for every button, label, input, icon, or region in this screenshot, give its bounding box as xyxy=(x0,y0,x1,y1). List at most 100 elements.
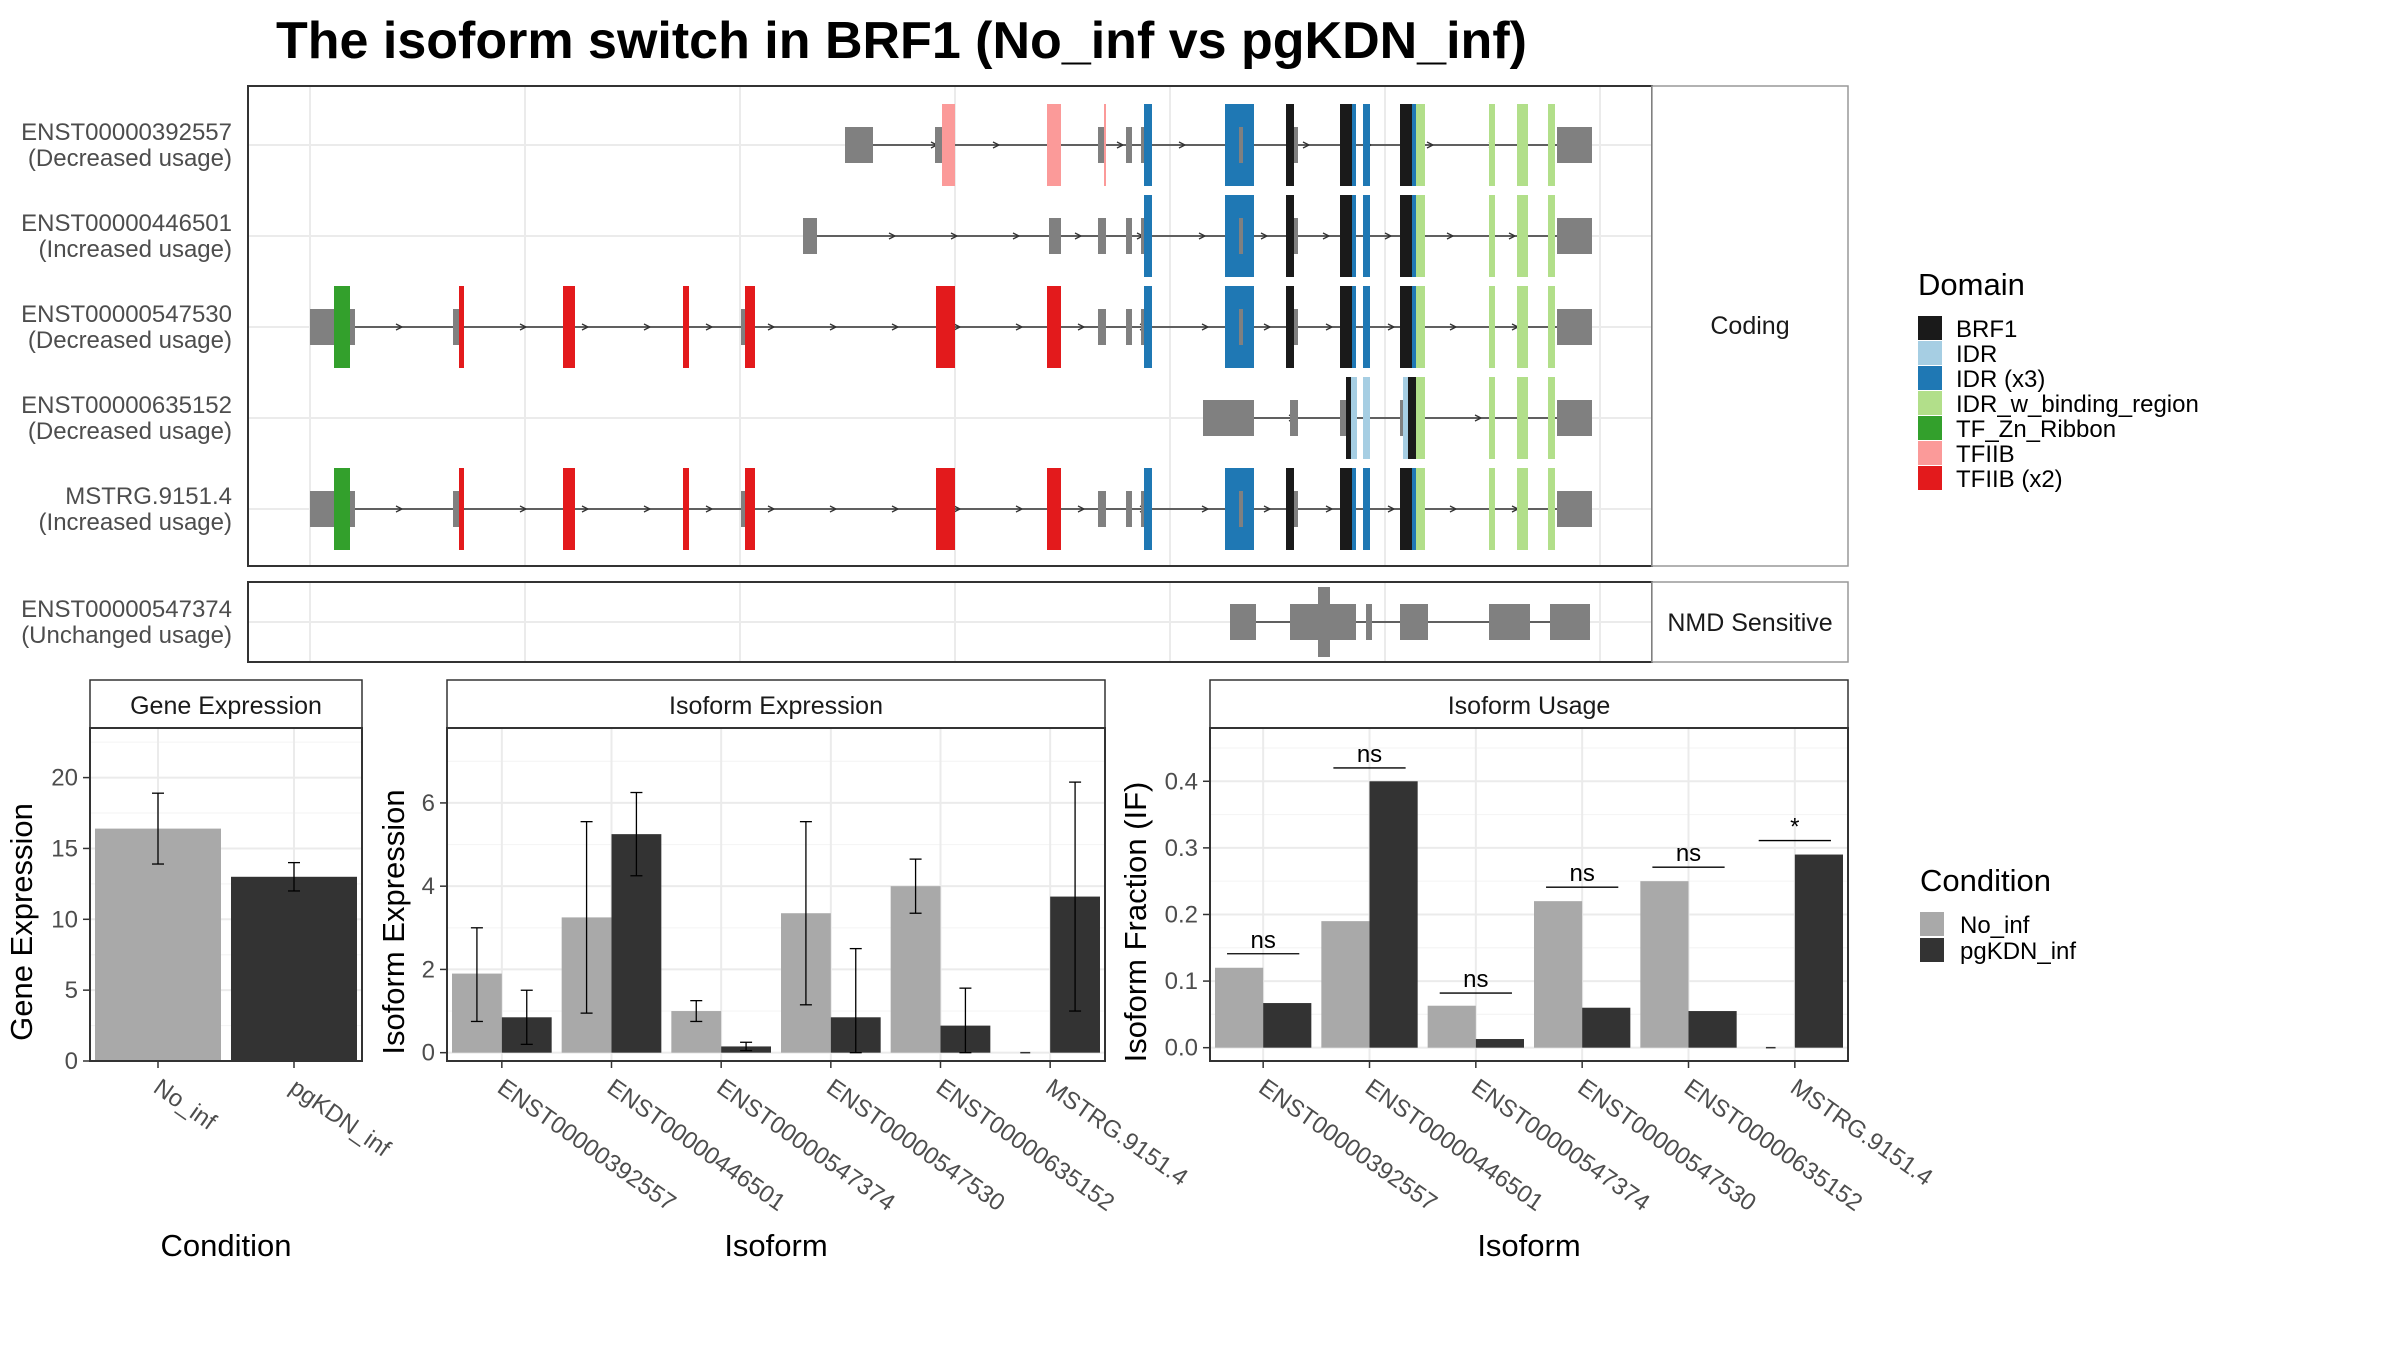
domain-exon xyxy=(1144,286,1152,368)
strand-arrow xyxy=(705,505,714,513)
domain-exon xyxy=(1286,286,1294,368)
y-tick-label: 5 xyxy=(65,977,78,1004)
x-tick-label: ENST00000547530 xyxy=(1573,1074,1761,1217)
y-tick-label: 4 xyxy=(422,873,435,900)
y-tick-label: 20 xyxy=(51,765,78,792)
bar xyxy=(1369,781,1418,1048)
domain-exon xyxy=(1416,377,1425,459)
domain-exon xyxy=(1489,286,1495,368)
strand-arrow xyxy=(953,505,962,513)
domain-exon xyxy=(1346,377,1351,459)
significance-label: ns xyxy=(1569,860,1594,887)
isoform-expression-strip xyxy=(446,679,1106,729)
condition-legend-key xyxy=(1920,912,1944,936)
utr-exon xyxy=(310,491,334,527)
plot-frame xyxy=(1209,727,1849,1062)
domain-exon xyxy=(1403,377,1408,459)
strand-arrow xyxy=(1201,323,1210,331)
domain-exon xyxy=(1363,468,1370,550)
domain-exon xyxy=(334,286,350,368)
x-tick-label: ENST00000392557 xyxy=(1254,1074,1442,1217)
utr-exon xyxy=(1340,400,1346,436)
utr-exon xyxy=(1294,309,1298,345)
strand-arrow xyxy=(1178,141,1187,149)
x-tick-label: ENST00000635152 xyxy=(1679,1074,1867,1217)
gene-expression-chart-title: Gene Expression xyxy=(130,692,322,720)
isoform-expression-chart: Isoform Expression Isoform Expression Is… xyxy=(376,679,1193,1263)
strand-arrow xyxy=(1263,323,1272,331)
transcript-label-392557: ENST00000392557 xyxy=(21,119,232,146)
domain-exon xyxy=(1340,286,1352,368)
domain-exon xyxy=(1250,468,1254,550)
x-tick-label: ENST00000635152 xyxy=(931,1074,1119,1217)
domain-exon xyxy=(334,468,350,550)
strand-arrow xyxy=(1263,505,1272,513)
gene-expression-xlabel: Condition xyxy=(161,1228,292,1263)
transcript-structure-row xyxy=(845,104,1592,186)
transcript-label-635152: ENST00000635152 xyxy=(21,392,232,419)
strand-arrow xyxy=(1260,232,1269,240)
domain-legend-label: IDR xyxy=(1956,341,1997,368)
strand-arrow xyxy=(1387,505,1396,513)
domain-exon xyxy=(1286,195,1294,277)
utr-exon xyxy=(1294,491,1298,527)
significance-label: ns xyxy=(1250,927,1275,954)
strand-arrow xyxy=(643,505,652,513)
utr-exon xyxy=(1141,491,1146,527)
domain-exon xyxy=(1286,468,1294,550)
utr-exon xyxy=(1098,491,1106,527)
bar xyxy=(1215,967,1264,1048)
strand-arrow xyxy=(1012,232,1021,240)
isoform-expression-chart-title: Isoform Expression xyxy=(669,692,883,720)
y-tick-label: 0 xyxy=(422,1040,435,1067)
utr-exon xyxy=(310,309,334,345)
domain-exon xyxy=(683,468,689,550)
transcript-label-446501: ENST00000446501 xyxy=(21,210,232,237)
domain-exon xyxy=(1363,377,1370,459)
x-tick-label: ENST00000547530 xyxy=(821,1074,1009,1217)
domain-legend-label: IDR_w_binding_region xyxy=(1956,391,2199,418)
transcript-label-mstrg: MSTRG.9151.4 xyxy=(65,483,232,510)
utr-exon xyxy=(1126,491,1132,527)
utr-exon xyxy=(1294,218,1298,254)
x-tick-label: ENST00000446501 xyxy=(602,1074,790,1217)
utr-exon xyxy=(1141,218,1146,254)
y-tick-label: 0.1 xyxy=(1165,968,1198,995)
isoform-usage-chart-title: Isoform Usage xyxy=(1448,692,1611,720)
transcript-usage-392557: (Decreased usage) xyxy=(28,145,232,172)
domain-exon xyxy=(1548,468,1555,550)
domain-exon xyxy=(1416,195,1425,277)
utr-exon xyxy=(1294,127,1298,163)
utr-exon xyxy=(453,309,459,345)
condition-legend-label: pgKDN_inf xyxy=(1960,938,2076,965)
significance-label: ns xyxy=(1676,840,1701,867)
transcript-structure-row xyxy=(803,195,1592,277)
condition-legend-label: No_inf xyxy=(1960,912,2030,939)
domain-legend-label: IDR (x3) xyxy=(1956,366,2045,393)
nmd-strip xyxy=(1651,581,1849,663)
strand-arrow xyxy=(953,323,962,331)
plot-background xyxy=(447,728,1105,1061)
strand-arrow xyxy=(1074,232,1083,240)
strand-arrow xyxy=(1449,323,1458,331)
domain-exon xyxy=(936,468,955,550)
utr-exon xyxy=(1239,218,1243,254)
figure-title: The isoform switch in BRF1 (No_inf vs pg… xyxy=(276,12,1527,70)
strand-arrow xyxy=(891,323,900,331)
significance-label: ns xyxy=(1463,966,1488,993)
utr-exon xyxy=(741,309,745,345)
isoform-usage-chart: Isoform Usage Isoform Fraction (IF) Isof… xyxy=(1118,679,1937,1263)
nmd-strip-label: NMD Sensitive xyxy=(1667,609,1832,637)
gene-expression-chart: Gene Expression Gene Expression Conditio… xyxy=(4,679,396,1263)
domain-exon xyxy=(1340,468,1352,550)
x-tick-label: pgKDN_inf xyxy=(285,1074,396,1163)
strand-arrow xyxy=(1322,232,1331,240)
domain-exon xyxy=(1489,377,1495,459)
utr-exon xyxy=(1557,400,1592,436)
utr-exon xyxy=(1141,127,1146,163)
strand-arrow xyxy=(950,232,959,240)
domain-exon xyxy=(1286,104,1294,186)
